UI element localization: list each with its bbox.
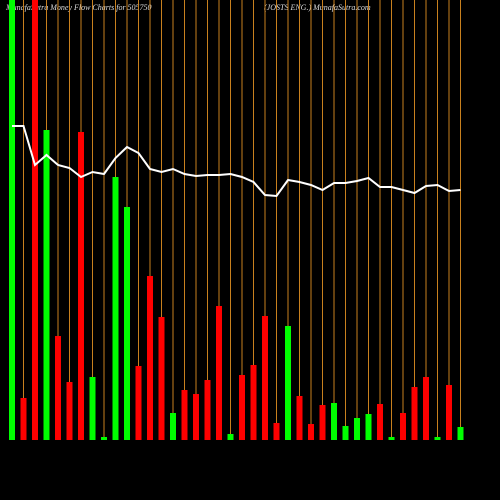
bar [457, 427, 464, 440]
bar [9, 0, 15, 440]
bar [411, 387, 418, 440]
bar [32, 0, 38, 440]
bar [43, 130, 50, 440]
chart-title: MunafaSutra Money Flow Charts for 505750 [5, 3, 152, 12]
bar [78, 132, 84, 440]
price-line [12, 125, 461, 198]
bar [239, 375, 245, 440]
bar [331, 403, 337, 440]
chart-subtitle: (JOSTS ENG.) MunafaSutra.com [264, 3, 371, 12]
bar [434, 437, 441, 440]
bar [400, 413, 406, 440]
bar [66, 382, 73, 440]
bar [170, 413, 176, 440]
bar [101, 437, 107, 440]
bar [308, 424, 314, 440]
bar [296, 396, 303, 440]
bar [135, 366, 142, 440]
bar [285, 326, 291, 440]
bar [446, 385, 452, 440]
bar [112, 177, 119, 440]
bar [342, 426, 349, 440]
bar [227, 434, 234, 440]
bar [204, 380, 211, 440]
bar [365, 414, 372, 440]
bar [89, 377, 96, 440]
bar [20, 398, 27, 440]
bar [158, 317, 165, 440]
bar [124, 207, 130, 440]
bar [262, 316, 268, 440]
bar [147, 276, 153, 440]
bar [216, 306, 222, 440]
bar [55, 336, 61, 440]
bar [354, 418, 360, 440]
bar [181, 390, 188, 440]
bar [377, 404, 383, 440]
bar [193, 394, 199, 440]
bar [250, 365, 257, 440]
bar [273, 423, 280, 440]
bar [319, 405, 326, 440]
bar [423, 377, 429, 440]
bar [388, 437, 395, 440]
